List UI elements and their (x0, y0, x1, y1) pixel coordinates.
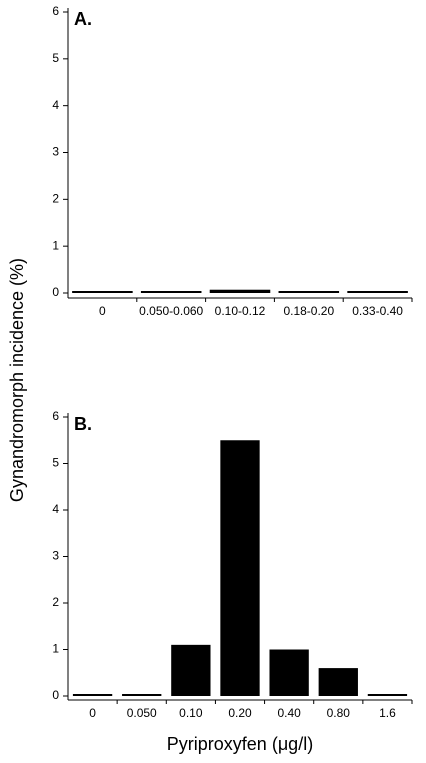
y-tick-label: 5 (52, 456, 59, 470)
x-tick-label: 0.40 (277, 706, 301, 720)
bar (72, 291, 133, 293)
y-tick-label: 3 (52, 549, 59, 563)
bar (140, 291, 202, 293)
y-tick-label: 2 (52, 595, 59, 609)
y-tick-label: 2 (52, 192, 59, 206)
panel-label: B. (74, 414, 92, 434)
bar (278, 291, 340, 293)
y-axis-label: Gynandromorph incidence (%) (7, 258, 27, 502)
bar (318, 668, 358, 696)
x-tick-label: 0.33-0.40 (352, 304, 403, 318)
bar (72, 694, 113, 696)
panel-label: A. (74, 9, 92, 29)
y-tick-label: 4 (52, 502, 59, 516)
y-tick-label: 1 (52, 238, 59, 252)
y-tick-label: 0 (52, 285, 59, 299)
x-tick-label: 0.050 (127, 706, 157, 720)
x-tick-label: 0.10 (179, 706, 203, 720)
bar (220, 440, 260, 696)
y-tick-label: 6 (52, 409, 59, 423)
y-tick-label: 1 (52, 642, 59, 656)
bar (347, 291, 408, 293)
x-tick-label: 0.10-0.12 (215, 304, 266, 318)
x-axis-label: Pyriproxyfen (μg/l) (167, 734, 313, 754)
y-tick-label: 0 (52, 688, 59, 702)
x-tick-label: 0.050-0.060 (139, 304, 203, 318)
bar (122, 694, 162, 696)
bar (171, 644, 211, 696)
x-tick-label: 0.18-0.20 (283, 304, 334, 318)
bar (209, 289, 271, 293)
x-tick-label: 0 (89, 706, 96, 720)
y-tick-label: 6 (52, 4, 59, 18)
x-tick-label: 0.80 (327, 706, 351, 720)
x-tick-label: 0 (99, 304, 106, 318)
y-tick-label: 3 (52, 145, 59, 159)
x-tick-label: 1.6 (379, 706, 396, 720)
y-tick-label: 4 (52, 98, 59, 112)
x-tick-label: 0.20 (228, 706, 252, 720)
bar (367, 694, 408, 696)
y-tick-label: 5 (52, 51, 59, 65)
bar (269, 649, 309, 696)
